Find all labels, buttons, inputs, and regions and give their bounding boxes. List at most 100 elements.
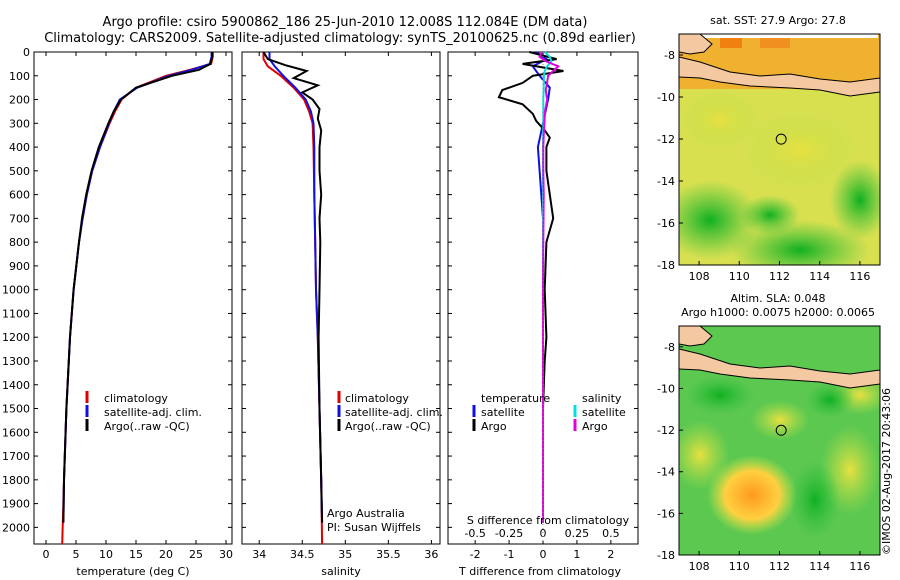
figure-title-line2: Climatology: CARS2009. Satellite-adjuste…: [44, 31, 636, 46]
s-difference-xticks: -0.5 -0.25 0 0.25 0.5: [464, 527, 619, 540]
depth-tick-label: 100: [9, 70, 30, 83]
lon-tick-label: 108: [689, 270, 710, 283]
temperature-series: [61, 52, 214, 545]
s-xtick-label: 0.5: [602, 527, 620, 540]
lat-tick-label: -18: [657, 549, 675, 562]
lat-tick-label: -14: [657, 466, 675, 479]
sla-float-location-marker: [775, 424, 787, 436]
xtick-label: 25: [189, 548, 203, 561]
difference-legend: temperature satellite Argo salinity sate…: [472, 392, 626, 433]
xtick-label: -2: [470, 548, 481, 561]
depth-tick-label: 1100: [2, 307, 30, 320]
salinity-panel: 34 34.5 35 35.5 36 salinity climatology sate…: [241, 51, 443, 578]
sla-lat-ticks: -8 -10 -12 -14 -16 -18: [657, 341, 683, 562]
difference-panel: -2 -1 0 1 2 -0.5 -0.25 0 0.25 0.5 S difference f…: [447, 51, 639, 578]
series-argo: [62, 52, 214, 523]
sla-lon-ticks: 108 110 112 114 116: [689, 551, 870, 573]
depth-tick-label: 1200: [2, 331, 30, 344]
legend-label-s-satellite: satellite: [582, 406, 626, 419]
depth-tick-label: 1500: [2, 403, 30, 416]
s-xtick-label: 0: [540, 527, 547, 540]
lon-tick-label: 114: [809, 560, 830, 573]
lat-tick-label: -14: [657, 175, 675, 188]
sst-map-panel: sat. SST: 27.9 Argo: 27.8: [657, 14, 881, 283]
xtick-label: 34.5: [290, 548, 315, 561]
legend-salinity-title: salinity: [582, 392, 622, 405]
s-xtick-label: -0.5: [464, 527, 485, 540]
lat-tick-label: -12: [657, 424, 675, 437]
depth-tick-label: 200: [9, 94, 30, 107]
legend-label-s-argo: Argo: [582, 420, 608, 433]
xtick-label: 5: [73, 548, 80, 561]
lat-tick-label: -10: [657, 91, 675, 104]
s-difference-xlabel: S difference from climatology: [467, 514, 630, 527]
lon-tick-label: 116: [849, 270, 870, 283]
lat-tick-label: -18: [657, 259, 675, 272]
depth-tick-label: 600: [9, 189, 30, 202]
sla-map-title: Altim. SLA: 0.048: [730, 292, 825, 305]
lon-tick-label: 114: [809, 270, 830, 283]
legend-label-argo: Argo(..raw -QC): [345, 420, 431, 433]
depth-ticks: 0 100 200 300 400 500 600 700 800 900 1000 1100 1200…: [2, 46, 30, 534]
sst-heatmap: [679, 34, 880, 265]
float-owner: Argo Australia: [327, 507, 405, 520]
lon-tick-label: 116: [849, 560, 870, 573]
series-t-argo: [497, 51, 564, 523]
series-argo: [262, 51, 324, 523]
legend-temperature-title: temperature: [481, 392, 550, 405]
lon-tick-label: 112: [769, 560, 790, 573]
depth-tick-label: 500: [9, 165, 30, 178]
imos-timestamp: ©IMOS 02-Aug-2017 20:43:06: [880, 388, 893, 555]
sla-map-subtitle: Argo h1000: 0.0075 h2000: 0.0065: [681, 306, 875, 319]
lat-tick-label: -16: [657, 507, 675, 520]
depth-tick-label: 900: [9, 260, 30, 273]
depth-tick-label: 1400: [2, 379, 30, 392]
depth-tick-label: 700: [9, 212, 30, 225]
xtick-label: 35: [338, 548, 352, 561]
depth-tick-label: 1000: [2, 284, 30, 297]
legend-label-argo: Argo(..raw -QC): [104, 420, 190, 433]
xtick-label: 35.5: [376, 548, 401, 561]
xtick-label: 20: [159, 548, 173, 561]
depth-tick-label: 1700: [2, 450, 30, 463]
temperature-xlabel: temperature (deg C): [76, 565, 189, 578]
temperature-xticks: 0 5 10 15 20 25 30: [34, 51, 233, 561]
depth-tick-label: 300: [9, 117, 30, 130]
s-xtick-label: 0.25: [565, 527, 590, 540]
legend-label-t-satellite: satellite: [481, 406, 525, 419]
depth-tick-label: 0: [23, 46, 30, 59]
xtick-label: 10: [99, 548, 113, 561]
lon-tick-label: 110: [729, 270, 750, 283]
xtick-label: 0: [43, 548, 50, 561]
salinity-xticks: 34 34.5 35 35.5 36: [242, 51, 440, 561]
sla-map-panel: Altim. SLA: 0.048 Argo h1000: 0.0075 h20…: [657, 292, 881, 573]
lon-tick-label: 110: [729, 560, 750, 573]
xtick-label: 36: [424, 548, 438, 561]
depth-tick-label: 800: [9, 236, 30, 249]
sst-float-location-marker: [775, 133, 787, 145]
figure-title-line1: Argo profile: csiro 5900862_186 25-Jun-2…: [103, 15, 588, 30]
salinity-series: [262, 51, 324, 545]
legend-label-satellite: satellite-adj. clim.: [345, 406, 443, 419]
xtick-label: 34: [252, 548, 266, 561]
temperature-legend: climatology satellite-adj. clim. Argo(..…: [85, 391, 202, 433]
lat-tick-label: -8: [664, 341, 675, 354]
xtick-label: 30: [219, 548, 233, 561]
depth-tick-label: 2000: [2, 521, 30, 534]
difference-series: [497, 51, 564, 544]
xtick-label: -1: [504, 548, 515, 561]
lat-tick-label: -10: [657, 382, 675, 395]
float-pi: PI: Susan Wijffels: [327, 521, 421, 534]
depth-tick-label: 1600: [2, 426, 30, 439]
legend-label-t-argo: Argo: [481, 420, 507, 433]
salinity-legend: climatology satellite-adj. clim. Argo(..…: [337, 391, 443, 433]
lat-tick-label: -16: [657, 217, 675, 230]
lat-tick-label: -12: [657, 133, 675, 146]
lon-tick-label: 108: [689, 560, 710, 573]
sla-heatmap: [679, 326, 880, 555]
series-s-argo: [538, 51, 561, 523]
legend-label-climatology: climatology: [104, 392, 168, 405]
sst-lat-ticks: -8 -10 -12 -14 -16 -18: [657, 49, 683, 272]
depth-tick-label: 1300: [2, 355, 30, 368]
